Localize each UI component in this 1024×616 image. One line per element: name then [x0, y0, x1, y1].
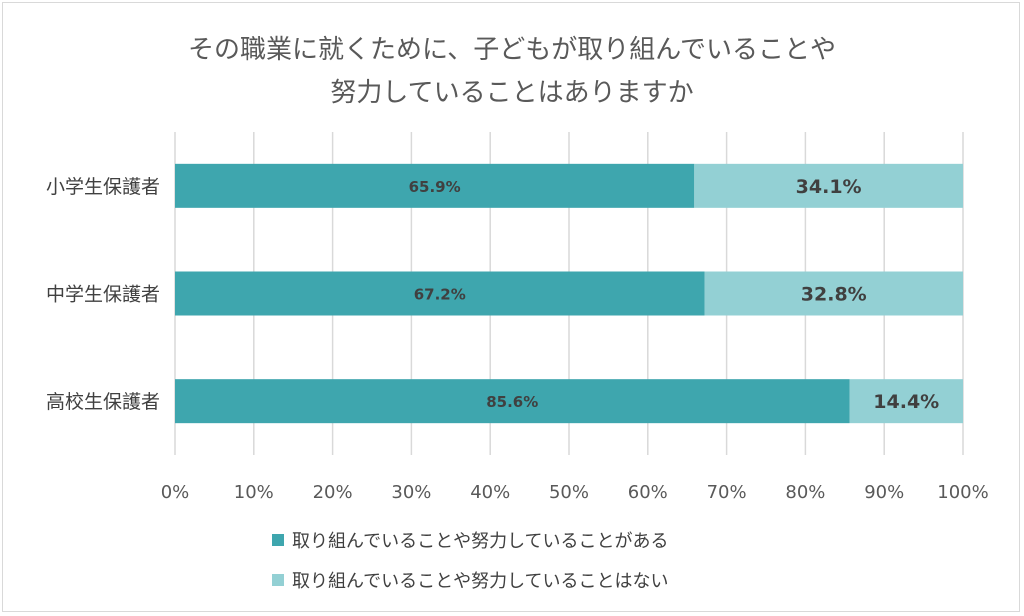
category-label: 中学生保護者 — [46, 284, 160, 306]
legend-label: 取り組んでいることや努力していることはない — [292, 571, 669, 592]
x-tick-label: 20% — [313, 482, 353, 503]
x-tick-label: 0% — [161, 482, 190, 503]
data-label: 34.1% — [796, 176, 862, 198]
x-tick-label: 30% — [391, 482, 431, 503]
x-tick-label: 70% — [707, 482, 747, 503]
chart-title: その職業に就くために、子どもが取り組んでいることや 努力していることはありますか — [188, 35, 836, 108]
bar-segment-yes — [175, 163, 695, 208]
category-label: 小学生保護者 — [46, 176, 160, 198]
data-label: 85.6% — [486, 393, 538, 411]
bar-segment-yes — [175, 271, 705, 316]
legend-label: 取り組んでいることや努力していることがある — [292, 531, 669, 552]
x-tick-label: 40% — [470, 482, 510, 503]
x-tick-label: 80% — [785, 482, 825, 503]
bar-segment-no — [704, 271, 963, 316]
category-label: 高校生保護者 — [46, 391, 160, 413]
chart-title-line-2: 努力していることはありますか — [330, 78, 693, 108]
bar-segment-no — [694, 163, 963, 208]
bar-segment-no — [849, 379, 963, 424]
bar-segment-yes — [175, 379, 850, 424]
legend-swatch — [272, 534, 284, 546]
data-label: 67.2% — [414, 286, 466, 304]
x-tick-label: 50% — [549, 482, 589, 503]
x-tick-label: 10% — [234, 482, 274, 503]
data-label: 14.4% — [873, 391, 939, 413]
chart-title-line-1: その職業に就くために、子どもが取り組んでいることや — [188, 35, 836, 65]
data-label: 65.9% — [409, 178, 461, 196]
x-tick-label: 90% — [864, 482, 904, 503]
data-label: 32.8% — [801, 284, 867, 306]
bars: 65.9% 34.1% 67.2% 32.8% 85.6% 14.4% — [175, 163, 963, 424]
legend-swatch — [272, 574, 284, 586]
x-tick-label: 60% — [628, 482, 668, 503]
x-axis-ticks: 0% 10% 20% 30% 40% 50% 60% 70% 80% 90% 100% — [161, 482, 989, 503]
x-tick-label: 100% — [937, 482, 988, 503]
legend: 取り組んでいることや努力していることがある取り組んでいることや努力していることは… — [272, 531, 669, 592]
